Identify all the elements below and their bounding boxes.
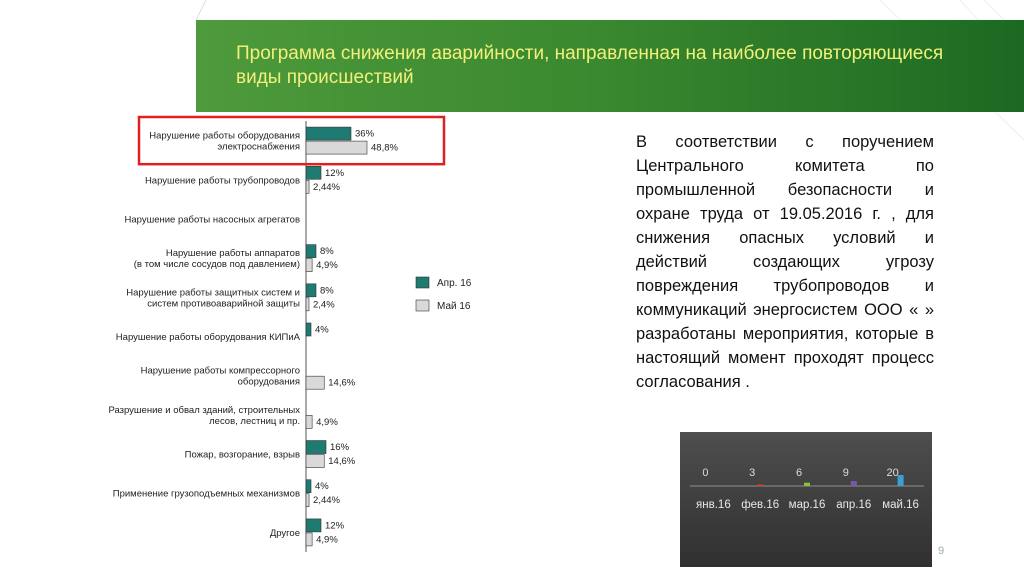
bar-may (305, 140, 368, 155)
category-label-line: электроснабжения (217, 142, 300, 153)
monthly-chart: 0 янв.16 3 фев.16 6 мар.16 9 апр.16 20 май.16 (680, 432, 932, 567)
mini-bar (804, 482, 810, 486)
mini-month-label: янв.16 (696, 499, 731, 511)
category-label: Нарушение работы оборудования электроснаб… (149, 131, 300, 153)
category-label-line: лесов, лестниц и пр. (209, 416, 300, 427)
monthly-bar-chart: 0 янв.16 3 фев.16 6 мар.16 9 апр.16 20 май.16 (690, 467, 924, 511)
bar-apr (305, 322, 312, 337)
mini-value-label: 0 (702, 467, 708, 479)
mini-bar (897, 475, 904, 486)
data-label: 2,4% (313, 299, 335, 310)
body-paragraph: В соответствии с поручением Центрального… (636, 133, 934, 367)
title-banner: Программа снижения аварийности, направле… (196, 20, 1024, 112)
data-label: 4,9% (316, 260, 338, 271)
category-label: Нарушение работы трубопроводов (145, 175, 300, 186)
category-label: Разрушение и обвал зданий, строительных л… (108, 405, 300, 427)
category-label-line: Нарушение работы защитных систем и (126, 287, 300, 298)
category-label-line: Нарушение работы аппаратов (166, 248, 300, 259)
category-label-line: Разрушение и обвал зданий, строительных (108, 405, 300, 416)
bar-may (305, 454, 325, 468)
category-label-line: систем противоаварийной защиты (147, 298, 300, 309)
data-label: 14,6% (328, 456, 355, 467)
bar-apr (305, 165, 322, 180)
category-label-line: Нарушение работы трубопроводов (145, 175, 300, 186)
highlight-box (137, 115, 446, 166)
category-label-line: Нарушение работы оборудования КИПиА (116, 332, 301, 343)
category-label: Нарушение работы насосных агрегатов (125, 214, 300, 225)
data-label: 2,44% (313, 495, 340, 506)
mini-value-label: 9 (843, 467, 849, 479)
body-text: В соответствии с поручением Центрального… (636, 130, 934, 394)
category-label-line: Пожар, возгорание, взрыв (185, 450, 300, 461)
category-label: Нарушение работы оборудования КИПиА (116, 332, 301, 343)
data-label: 16% (330, 442, 350, 453)
mini-month-label: май.16 (882, 499, 919, 511)
mini-bar (757, 484, 764, 486)
bar-may (305, 258, 313, 272)
legend-swatch (415, 299, 430, 312)
bar-may (305, 532, 313, 547)
category-label-line: оборудования (238, 377, 300, 388)
bar-may (305, 297, 310, 312)
mini-month-label: мар.16 (789, 499, 826, 511)
category-label: Пожар, возгорание, взрыв (185, 450, 300, 461)
category-label-line: Применение грузоподъемных механизмов (113, 489, 300, 500)
bar-apr (305, 126, 352, 141)
data-label: 4% (315, 325, 329, 336)
bar-may (305, 179, 310, 194)
category-label: Нарушение работы компрессорного оборудова… (141, 366, 300, 388)
data-label: 48,8% (371, 143, 398, 154)
data-label: 4% (315, 481, 329, 492)
mini-bar (850, 481, 857, 486)
bar-may (305, 415, 313, 429)
bar-may (305, 493, 310, 508)
category-label: Нарушение работы аппаратов (в том числе с… (134, 248, 300, 270)
bar-apr (305, 244, 317, 258)
bar-apr (305, 479, 312, 494)
data-label: 36% (355, 129, 375, 140)
data-label: 14,6% (328, 378, 355, 389)
legend-swatch (415, 276, 430, 289)
data-label: 8% (320, 246, 334, 257)
bar-apr (305, 283, 317, 298)
mini-value-label: 20 (886, 467, 898, 479)
category-label-line: Нарушение работы компрессорного (141, 366, 300, 377)
data-label: 4,9% (316, 417, 338, 428)
page-number: 9 (938, 545, 945, 557)
category-label-line: Нарушение работы насосных агрегатов (125, 214, 300, 225)
mini-month-label: фев.16 (741, 499, 779, 511)
incident-bar-chart: Нарушение работы оборудования электроснаб… (108, 115, 472, 552)
category-label: Другое (270, 528, 300, 539)
category-label: Нарушение работы защитных систем и систем… (126, 287, 300, 309)
category-label: Применение грузоподъемных механизмов (113, 489, 300, 500)
mini-value-label: 3 (749, 467, 755, 479)
data-label: 12% (325, 520, 345, 531)
category-label-line: Другое (270, 528, 300, 539)
category-label-line: (в том числе сосудов под давлением) (134, 259, 300, 270)
data-label: 8% (320, 285, 334, 296)
data-label: 2,44% (313, 182, 340, 193)
bar-may (305, 375, 325, 390)
mini-value-label: 6 (796, 467, 802, 479)
data-label: 4,9% (316, 534, 338, 545)
category-label-line: Нарушение работы оборудования (149, 131, 300, 142)
data-label: 12% (325, 168, 345, 179)
legend-label: Май 16 (437, 301, 471, 312)
bar-apr (305, 518, 322, 533)
bar-apr (305, 440, 327, 454)
body-paragraph-end: согласования . (636, 373, 750, 391)
mini-month-label: апр.16 (836, 499, 871, 511)
slide-title: Программа снижения аварийности, направле… (236, 43, 944, 88)
legend-label: Апр. 16 (437, 278, 472, 289)
